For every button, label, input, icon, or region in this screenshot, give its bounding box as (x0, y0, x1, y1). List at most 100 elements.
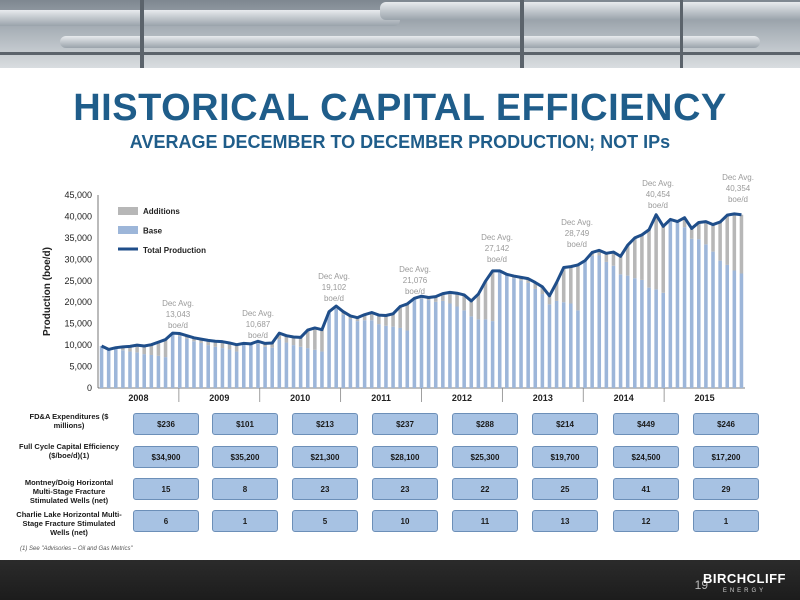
additions-bar (448, 292, 452, 304)
additions-bar (377, 315, 381, 325)
base-bar (519, 280, 523, 388)
base-bar (199, 342, 203, 388)
dec-avg-annotation: Dec Avg. (722, 173, 754, 182)
base-bar (327, 312, 331, 388)
dec-avg-annotation: 21,076 (403, 276, 428, 285)
dec-avg-annotation: Dec Avg. (399, 265, 431, 274)
additions-bar (718, 222, 722, 261)
table-cell: $17,200 (693, 446, 759, 468)
base-bar (135, 352, 139, 388)
base-bar (661, 292, 666, 388)
table-cell: 1 (212, 510, 278, 532)
base-bar (704, 244, 708, 388)
company-logo: BIRCHCLIFF ENERGY (703, 572, 786, 598)
base-bar (441, 300, 445, 388)
base-bar (633, 278, 637, 388)
base-bar (462, 310, 466, 388)
additions-bar (547, 295, 552, 305)
additions-bar (263, 343, 267, 347)
x-year-label: 2013 (533, 393, 553, 403)
base-bar (526, 282, 530, 388)
base-bar (369, 320, 374, 388)
additions-bar (469, 300, 474, 317)
table-cell: $449 (613, 413, 679, 435)
base-bar (583, 261, 587, 388)
table-cell: $34,900 (133, 446, 199, 468)
table-cell: 5 (292, 510, 358, 532)
base-bar (675, 222, 680, 388)
additions-bar (725, 215, 730, 265)
additions-bar (689, 228, 694, 239)
additions-bar (199, 339, 203, 343)
base-bar (590, 255, 594, 388)
base-bar (106, 349, 111, 388)
base-bar (99, 345, 104, 388)
dec-avg-annotation: 40,454 (646, 190, 671, 199)
dec-avg-annotation: Dec Avg. (242, 309, 274, 318)
dec-avg-annotation: 28,749 (565, 229, 590, 238)
table-cell: 12 (613, 510, 679, 532)
table-cell: $101 (212, 413, 278, 435)
base-bar (206, 345, 210, 388)
logo-wordmark: BIRCHCLIFF (703, 571, 786, 586)
base-bar (604, 261, 609, 388)
table-cell: 25 (532, 478, 598, 500)
additions-bar (618, 256, 623, 275)
base-bar (128, 351, 132, 388)
logo-subtext: ENERGY (722, 588, 767, 594)
base-bar (362, 320, 367, 388)
base-bar (697, 239, 701, 388)
base-bar (618, 274, 623, 388)
additions-bar (561, 267, 566, 303)
table-cell: $213 (292, 413, 358, 435)
table-row-label: Full Cycle Capital Efficiency ($/boe/d)(… (18, 442, 120, 460)
base-bar (256, 343, 260, 388)
additions-bar (576, 264, 580, 311)
base-bar (334, 308, 338, 388)
legend-label: Base (143, 227, 163, 236)
additions-bar (156, 342, 161, 356)
table-cell: 10 (372, 510, 438, 532)
base-bar (241, 343, 246, 388)
x-year-label: 2014 (614, 393, 634, 403)
additions-bar (462, 294, 466, 311)
page-number: 19 (694, 578, 708, 592)
base-bar (725, 264, 730, 388)
base-bar (121, 350, 125, 388)
legend-swatch-base (118, 226, 138, 234)
table-cell: 23 (372, 478, 438, 500)
additions-bar (455, 293, 459, 307)
additions-bar (569, 266, 573, 304)
additions-bar (320, 329, 324, 352)
x-year-label: 2009 (209, 393, 229, 403)
base-bar (156, 355, 161, 388)
header-banner-image (0, 0, 800, 68)
base-bar (576, 310, 580, 388)
additions-bar (206, 340, 210, 346)
table-cell: $24,500 (613, 446, 679, 468)
base-bar (263, 346, 267, 388)
additions-bar (661, 226, 666, 293)
base-bar (561, 302, 566, 388)
additions-bar (704, 221, 708, 245)
base-bar (469, 316, 474, 388)
base-bar (426, 300, 431, 388)
base-bar (533, 288, 538, 388)
table-row-label: FD&A Expenditures ($ millions) (29, 412, 109, 430)
additions-bar (305, 330, 310, 349)
base-bar (170, 333, 175, 388)
dec-avg-annotation: Dec Avg. (162, 299, 194, 308)
y-tick-label: 35,000 (64, 233, 92, 243)
additions-bar (526, 278, 530, 283)
base-bar (433, 301, 438, 388)
additions-bar (135, 345, 139, 353)
table-cell: 22 (452, 478, 518, 500)
table-cell: $288 (452, 413, 518, 435)
page-subtitle: AVERAGE DECEMBER TO DECEMBER PRODUCTION;… (129, 132, 671, 152)
base-bar (490, 321, 495, 388)
base-bar (348, 318, 353, 388)
dec-avg-annotation: 40,354 (726, 184, 751, 193)
base-bar (732, 270, 737, 388)
y-tick-label: 10,000 (64, 340, 92, 350)
